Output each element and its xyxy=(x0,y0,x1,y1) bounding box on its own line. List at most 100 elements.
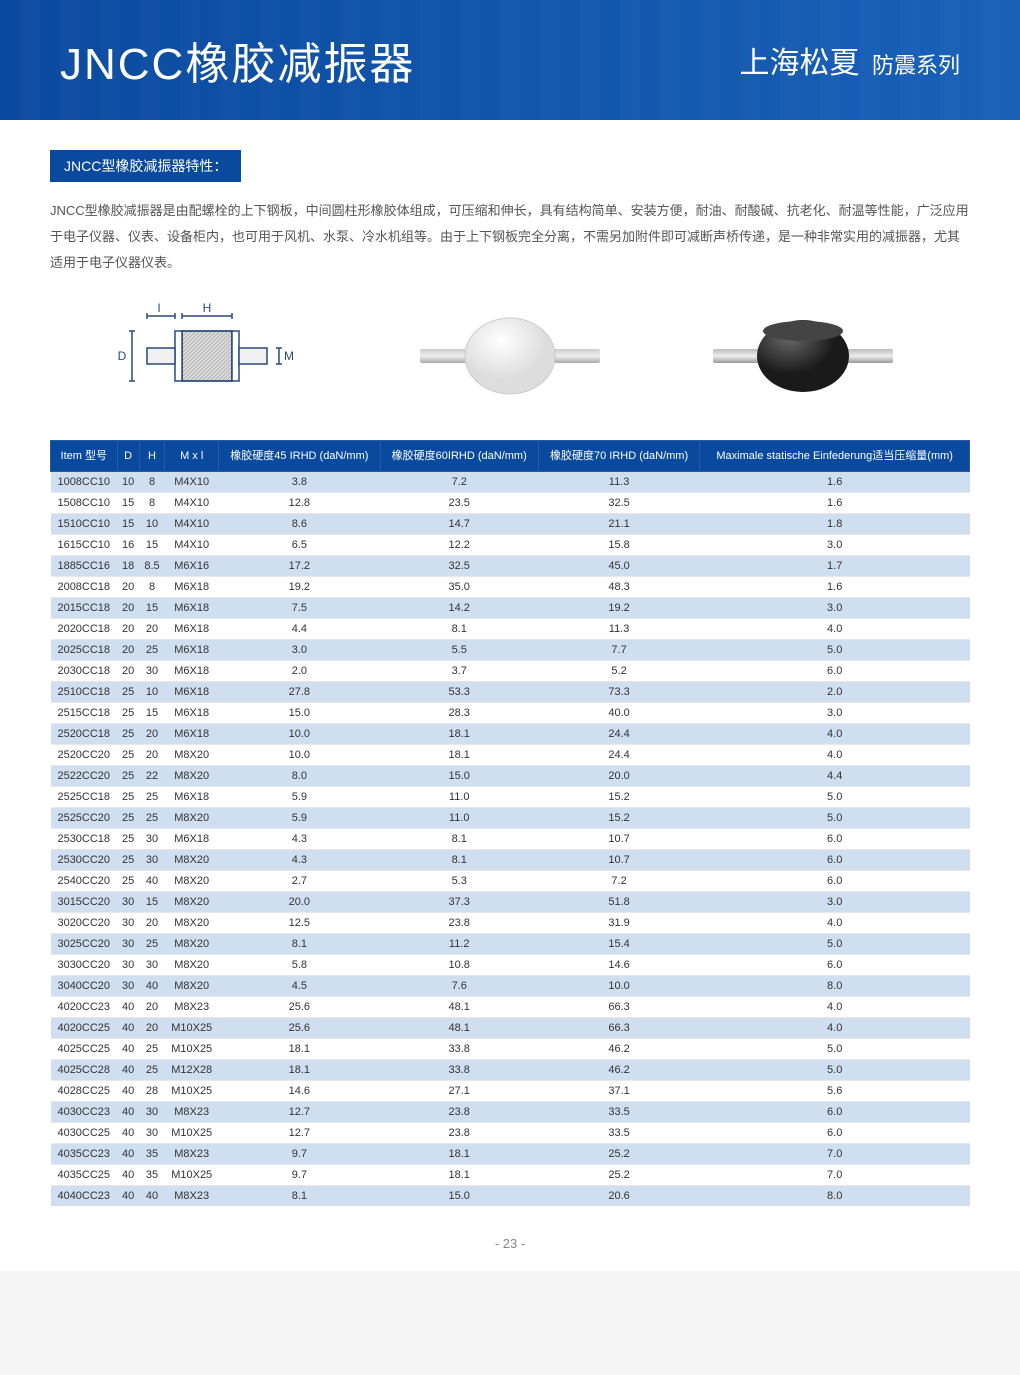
table-cell: 18.1 xyxy=(380,745,538,766)
table-cell: 15.8 xyxy=(538,535,700,556)
table-cell: 6.0 xyxy=(700,850,970,871)
table-cell: 25 xyxy=(117,703,139,724)
table-cell: 14.2 xyxy=(380,598,538,619)
table-cell: 20 xyxy=(117,640,139,661)
table-cell: 2008CC18 xyxy=(51,577,118,598)
table-cell: 23.8 xyxy=(380,1102,538,1123)
table-cell: M10X25 xyxy=(165,1039,219,1060)
table-cell: 3.0 xyxy=(219,640,381,661)
table-cell: 4.3 xyxy=(219,829,381,850)
table-cell: 8.0 xyxy=(700,1186,970,1207)
table-cell: 28 xyxy=(139,1081,165,1102)
table-cell: 5.9 xyxy=(219,808,381,829)
table-row: 4040CC234040M8X238.115.020.68.0 xyxy=(51,1186,970,1207)
table-cell: 33.5 xyxy=(538,1123,700,1144)
table-row: 3015CC203015M8X2020.037.351.83.0 xyxy=(51,892,970,913)
table-cell: M4X10 xyxy=(165,472,219,493)
table-cell: 11.2 xyxy=(380,934,538,955)
series-name: 防震系列 xyxy=(872,48,960,80)
page-number: - 23 - xyxy=(0,1226,1020,1271)
table-cell: 4035CC23 xyxy=(51,1144,118,1165)
table-cell: 12.8 xyxy=(219,493,381,514)
table-row: 1885CC16188.5M6X1617.232.545.01.7 xyxy=(51,556,970,577)
table-cell: 35 xyxy=(139,1165,165,1186)
table-cell: 20 xyxy=(139,724,165,745)
table-cell: 15.4 xyxy=(538,934,700,955)
table-cell: 30 xyxy=(117,955,139,976)
table-row: 4028CC254028M10X2514.627.137.15.6 xyxy=(51,1081,970,1102)
table-cell: 3.8 xyxy=(219,472,381,493)
table-cell: M6X18 xyxy=(165,577,219,598)
table-cell: M6X18 xyxy=(165,640,219,661)
table-cell: 32.5 xyxy=(380,556,538,577)
table-cell: 4040CC23 xyxy=(51,1186,118,1207)
table-cell: 25 xyxy=(117,745,139,766)
table-cell: 37.1 xyxy=(538,1081,700,1102)
table-cell: 5.0 xyxy=(700,787,970,808)
table-cell: 15 xyxy=(117,514,139,535)
table-cell: 4.5 xyxy=(219,976,381,997)
table-cell: 12.7 xyxy=(219,1102,381,1123)
table-cell: 25.2 xyxy=(538,1144,700,1165)
table-row: 4030CC234030M8X2312.723.833.56.0 xyxy=(51,1102,970,1123)
table-cell: M8X20 xyxy=(165,871,219,892)
description-text: JNCC型橡胶减振器是由配螺栓的上下钢板，中间圆柱形橡胶体组成，可压缩和伸长，具… xyxy=(50,198,970,276)
table-cell: 66.3 xyxy=(538,997,700,1018)
table-row: 2020CC182020M6X184.48.111.34.0 xyxy=(51,619,970,640)
table-cell: 2515CC18 xyxy=(51,703,118,724)
table-cell: M6X18 xyxy=(165,682,219,703)
table-cell: 15 xyxy=(139,535,165,556)
table-cell: 40 xyxy=(117,1081,139,1102)
table-cell: 3025CC20 xyxy=(51,934,118,955)
table-cell: 6.0 xyxy=(700,871,970,892)
table-cell: 18.1 xyxy=(219,1039,381,1060)
table-cell: 48.1 xyxy=(380,1018,538,1039)
table-cell: 25 xyxy=(139,787,165,808)
table-row: 4030CC254030M10X2512.723.833.56.0 xyxy=(51,1123,970,1144)
table-cell: 10 xyxy=(139,514,165,535)
table-cell: 40 xyxy=(117,1123,139,1144)
table-header-cell: Item 型号 xyxy=(51,441,118,472)
table-cell: M6X18 xyxy=(165,661,219,682)
table-cell: 5.5 xyxy=(380,640,538,661)
table-cell: 18.1 xyxy=(380,724,538,745)
table-cell: 5.6 xyxy=(700,1081,970,1102)
table-row: 2530CC202530M8X204.38.110.76.0 xyxy=(51,850,970,871)
table-cell: 6.0 xyxy=(700,661,970,682)
table-cell: 35 xyxy=(139,1144,165,1165)
table-cell: 3015CC20 xyxy=(51,892,118,913)
table-cell: M10X25 xyxy=(165,1081,219,1102)
table-cell: 11.3 xyxy=(538,472,700,493)
table-cell: 10.7 xyxy=(538,829,700,850)
table-cell: M6X18 xyxy=(165,598,219,619)
table-cell: 1.8 xyxy=(700,514,970,535)
table-row: 2015CC182015M6X187.514.219.23.0 xyxy=(51,598,970,619)
table-header-row: Item 型号DHM x l橡胶硬度45 IRHD (daN/mm)橡胶硬度60… xyxy=(51,441,970,472)
table-header-cell: M x l xyxy=(165,441,219,472)
table-cell: M8X23 xyxy=(165,997,219,1018)
table-cell: 11.0 xyxy=(380,787,538,808)
table-cell: 15.2 xyxy=(538,787,700,808)
table-cell: 25 xyxy=(139,640,165,661)
table-row: 2520CC182520M6X1810.018.124.44.0 xyxy=(51,724,970,745)
table-cell: 5.2 xyxy=(538,661,700,682)
table-cell: 15.2 xyxy=(538,808,700,829)
table-cell: M8X20 xyxy=(165,913,219,934)
table-row: 2030CC182030M6X182.03.75.26.0 xyxy=(51,661,970,682)
main-title: JNCC橡胶减振器 xyxy=(60,28,415,92)
table-cell: 3.0 xyxy=(700,703,970,724)
table-cell: M10X25 xyxy=(165,1018,219,1039)
table-cell: 2025CC18 xyxy=(51,640,118,661)
table-cell: 8.1 xyxy=(380,619,538,640)
table-cell: 4030CC25 xyxy=(51,1123,118,1144)
table-cell: 32.5 xyxy=(538,493,700,514)
table-cell: M8X20 xyxy=(165,934,219,955)
table-cell: 25 xyxy=(139,808,165,829)
table-cell: 25 xyxy=(139,1060,165,1081)
table-cell: 5.0 xyxy=(700,1060,970,1081)
table-cell: 4020CC25 xyxy=(51,1018,118,1039)
table-cell: M8X23 xyxy=(165,1186,219,1207)
table-cell: 4.0 xyxy=(700,619,970,640)
table-cell: 10.0 xyxy=(219,724,381,745)
table-cell: 3.0 xyxy=(700,892,970,913)
